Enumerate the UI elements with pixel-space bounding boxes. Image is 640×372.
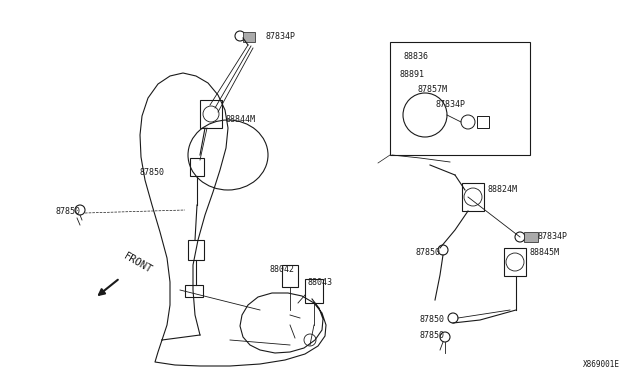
Bar — [462, 183, 484, 211]
Text: 88836: 88836 — [403, 52, 428, 61]
Text: 88891: 88891 — [400, 70, 425, 79]
Bar — [188, 240, 204, 260]
Text: 87834P: 87834P — [436, 100, 466, 109]
Bar — [390, 42, 530, 155]
Text: 88845M: 88845M — [530, 248, 560, 257]
Bar — [200, 100, 222, 128]
Text: 87850: 87850 — [415, 248, 440, 257]
Text: 87850: 87850 — [55, 207, 80, 216]
Text: 88824M: 88824M — [488, 185, 518, 194]
Text: FRONT: FRONT — [122, 251, 154, 275]
Text: X869001E: X869001E — [583, 360, 620, 369]
Text: 87850: 87850 — [420, 331, 445, 340]
Text: 88042: 88042 — [270, 265, 295, 274]
Text: 87850: 87850 — [420, 315, 445, 324]
Bar — [305, 279, 323, 303]
Text: 87834P: 87834P — [265, 32, 295, 41]
Text: 87834P: 87834P — [538, 232, 568, 241]
Bar — [282, 265, 298, 287]
Text: 88043: 88043 — [307, 278, 332, 287]
Bar — [504, 248, 526, 276]
Text: 87850: 87850 — [140, 168, 165, 177]
Bar — [190, 158, 204, 176]
Bar — [477, 116, 489, 128]
Bar — [243, 32, 255, 42]
Bar — [524, 232, 538, 242]
Text: 87857M: 87857M — [418, 85, 448, 94]
Bar — [185, 285, 203, 297]
Text: 88844M: 88844M — [225, 115, 255, 124]
